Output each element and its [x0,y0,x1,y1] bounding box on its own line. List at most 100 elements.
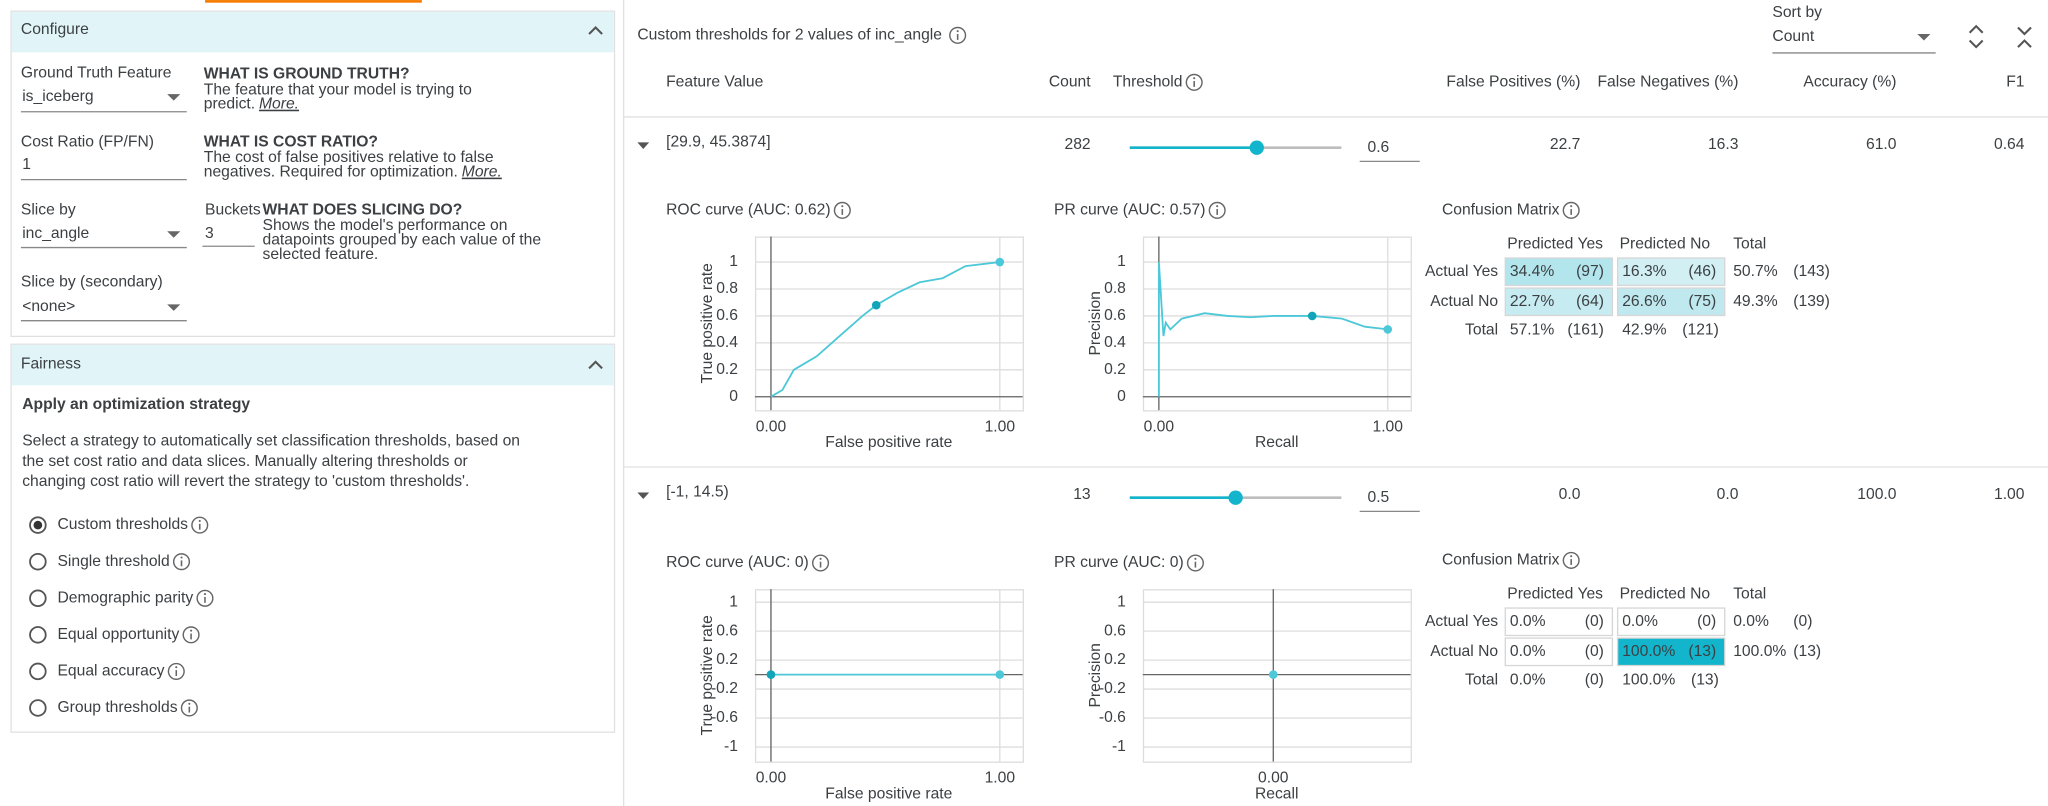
info-icon[interactable] [191,516,209,534]
sort-value[interactable]: Count [1772,28,1814,45]
curve-point [766,670,776,679]
info-icon[interactable] [167,662,185,680]
chart-title: ROC curve (AUC: 0.62) [666,201,830,218]
matrix-total-count: (13) [1793,643,1821,660]
expand-toggle[interactable] [637,142,650,149]
info-icon[interactable] [811,554,830,572]
column-header: Feature Value [666,73,763,90]
expand-toggle[interactable] [637,492,650,499]
info-icon[interactable] [196,589,214,607]
y-tick-label: -0.6 [711,709,738,726]
field-value[interactable]: <none> [22,298,75,315]
info-icon[interactable] [1186,554,1204,572]
matrix-col-header: Predicted No [1620,235,1711,252]
threshold-input[interactable]: 0.5 [1368,489,1390,506]
slider-handle[interactable] [1228,490,1243,505]
info-icon[interactable] [1208,201,1226,219]
help-more-link[interactable]: More. [462,164,502,181]
chart-title: ROC curve (AUC: 0) [666,554,809,571]
info-icon[interactable] [172,553,191,571]
matrix-cell [1504,637,1614,667]
info-icon[interactable] [182,626,200,644]
info-icon[interactable] [180,699,198,717]
collapse-icon[interactable] [588,26,603,370]
matrix-pct: 34.4% [1510,263,1554,280]
matrix-count: (0) [1585,613,1604,630]
y-tick-label: -0.6 [1099,709,1126,726]
help-text: predict. [204,96,255,113]
info-icon [198,519,201,522]
metric-false-positives: 0.0 [1559,486,1581,503]
plot-area [754,589,1024,763]
radio-label[interactable]: Group thresholds [57,699,177,716]
matrix-cell [1616,607,1726,637]
help-text: The cost of false positives relative to … [204,149,494,166]
sort-label: Sort by [1772,4,1822,21]
field-label: Buckets [205,201,261,218]
expand-icons[interactable] [1968,24,2032,49]
field-label: Cost Ratio (FP/FN) [21,134,154,151]
radio-button[interactable] [29,699,47,717]
matrix-pct: 0.0% [1622,613,1658,630]
radio-button[interactable] [29,662,47,681]
matrix-total-count: (139) [1793,293,1830,310]
x-tick-label: 1.00 [1372,418,1403,435]
fairness-header[interactable] [11,344,614,386]
radio-label[interactable]: Single threshold [57,553,169,570]
curve-point [995,670,1005,679]
radio-button[interactable] [29,589,47,608]
matrix-col-header: Predicted Yes [1507,235,1603,252]
matrix-pct: 100.0% [1622,643,1675,660]
radio-label[interactable]: Demographic parity [57,589,193,606]
matrix-total-pct: 100.0% [1733,643,1786,660]
info-icon [1194,557,1197,560]
matrix-col-header: Total [1733,235,1766,252]
count: 282 [1064,136,1090,153]
dropdown-arrow[interactable] [1917,34,1931,41]
matrix-total-pct: 0.0% [1733,613,1769,630]
x-tick-label: 1.00 [985,770,1016,787]
dropdown-arrow[interactable] [167,304,181,311]
field-value[interactable]: inc_angle [22,225,89,242]
matrix-total: (121) [1682,322,1719,339]
help-title: WHAT DOES SLICING DO? [263,201,463,218]
chart-title: PR curve (AUC: 0.57) [1054,201,1205,218]
info-icon [819,557,822,560]
x-axis-label: Recall [1255,785,1299,802]
info-icon[interactable] [949,26,967,44]
dropdown-arrow[interactable] [167,231,181,238]
field-label: Ground Truth Feature [21,64,172,81]
threshold-input[interactable]: 0.6 [1368,139,1390,156]
dropdown-arrow[interactable] [167,94,181,101]
radio-label[interactable]: Equal accuracy [57,663,164,680]
y-tick-label: 0.6 [716,307,738,324]
y-axis-label: Precision [1087,291,1104,355]
help-title: WHAT IS COST RATIO? [204,134,378,151]
x-axis-label: False positive rate [825,434,952,451]
matrix-row-label: Actual Yes [1425,263,1498,280]
radio-label[interactable]: Equal opportunity [57,626,179,643]
radio-button[interactable] [29,626,47,644]
radio-button[interactable] [29,552,47,571]
field-value[interactable]: is_iceberg [22,88,93,105]
matrix-col-header: Total [1733,585,1766,602]
matrix-count: (0) [1585,643,1604,660]
active-tab-indicator [205,0,422,3]
curve [1157,261,1388,397]
radio-label[interactable]: Custom thresholds [57,516,188,533]
help-more-link[interactable]: More. [259,96,299,113]
info-icon[interactable] [1562,551,1580,569]
info-icon[interactable] [1185,73,1203,91]
slider-handle[interactable] [1249,140,1264,155]
metric-accuracy: 100.0 [1857,486,1896,503]
configure-header[interactable] [11,11,614,53]
feature-value: [-1, 14.5) [666,484,729,501]
field-value[interactable]: 1 [22,156,31,173]
matrix-count: (64) [1576,293,1604,310]
info-icon[interactable] [1562,201,1580,219]
info-icon[interactable] [833,201,851,219]
metric-false-positives: 22.7 [1550,136,1580,153]
x-tick-label: 1.00 [985,418,1016,435]
field-value[interactable]: 3 [205,225,214,242]
